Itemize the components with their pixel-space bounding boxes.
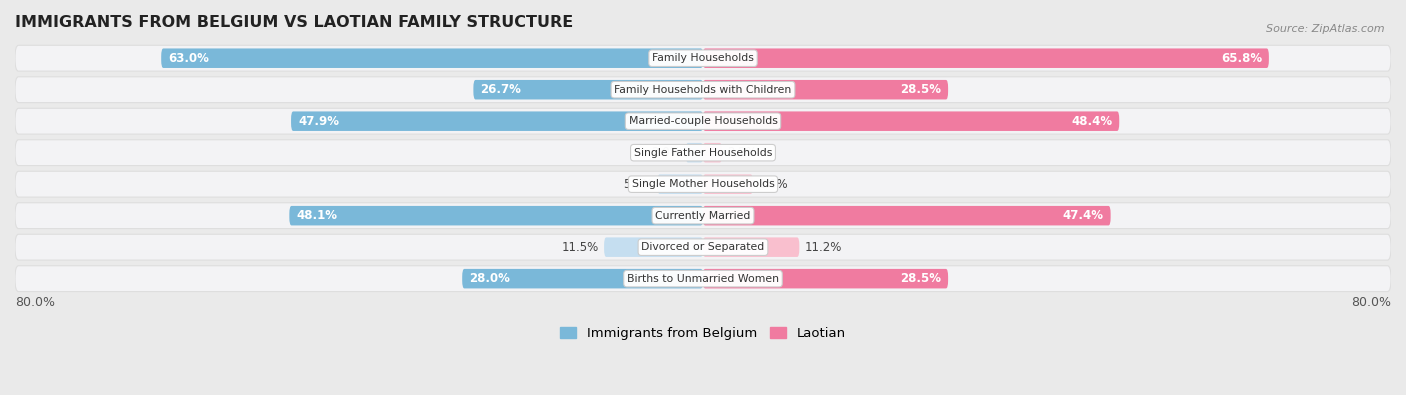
FancyBboxPatch shape xyxy=(474,80,703,100)
FancyBboxPatch shape xyxy=(703,269,948,288)
Text: Births to Unmarried Women: Births to Unmarried Women xyxy=(627,274,779,284)
Text: 80.0%: 80.0% xyxy=(1351,296,1391,309)
Text: 2.0%: 2.0% xyxy=(651,146,681,159)
Text: Family Households with Children: Family Households with Children xyxy=(614,85,792,95)
Text: 48.1%: 48.1% xyxy=(297,209,337,222)
Text: Family Households: Family Households xyxy=(652,53,754,63)
Text: 63.0%: 63.0% xyxy=(169,52,209,65)
FancyBboxPatch shape xyxy=(658,175,703,194)
Text: Single Mother Households: Single Mother Households xyxy=(631,179,775,189)
Text: 28.5%: 28.5% xyxy=(900,272,941,285)
Text: 11.2%: 11.2% xyxy=(804,241,842,254)
Legend: Immigrants from Belgium, Laotian: Immigrants from Belgium, Laotian xyxy=(555,322,851,346)
FancyBboxPatch shape xyxy=(703,143,721,162)
FancyBboxPatch shape xyxy=(15,77,1391,103)
FancyBboxPatch shape xyxy=(15,140,1391,166)
FancyBboxPatch shape xyxy=(703,206,1111,226)
Text: Source: ZipAtlas.com: Source: ZipAtlas.com xyxy=(1267,24,1385,34)
FancyBboxPatch shape xyxy=(15,266,1391,292)
Text: 48.4%: 48.4% xyxy=(1071,115,1112,128)
Text: 2.2%: 2.2% xyxy=(727,146,756,159)
Text: 80.0%: 80.0% xyxy=(15,296,55,309)
FancyBboxPatch shape xyxy=(15,45,1391,71)
Text: 26.7%: 26.7% xyxy=(481,83,522,96)
Text: IMMIGRANTS FROM BELGIUM VS LAOTIAN FAMILY STRUCTURE: IMMIGRANTS FROM BELGIUM VS LAOTIAN FAMIL… xyxy=(15,15,574,30)
Text: Divorced or Separated: Divorced or Separated xyxy=(641,242,765,252)
FancyBboxPatch shape xyxy=(15,234,1391,260)
Text: 11.5%: 11.5% xyxy=(561,241,599,254)
FancyBboxPatch shape xyxy=(703,80,948,100)
FancyBboxPatch shape xyxy=(15,203,1391,229)
FancyBboxPatch shape xyxy=(291,111,703,131)
FancyBboxPatch shape xyxy=(703,49,1268,68)
FancyBboxPatch shape xyxy=(703,175,752,194)
Text: 5.3%: 5.3% xyxy=(623,178,652,191)
Text: 47.4%: 47.4% xyxy=(1063,209,1104,222)
Text: Currently Married: Currently Married xyxy=(655,211,751,221)
FancyBboxPatch shape xyxy=(605,237,703,257)
FancyBboxPatch shape xyxy=(686,143,703,162)
FancyBboxPatch shape xyxy=(162,49,703,68)
FancyBboxPatch shape xyxy=(15,108,1391,134)
FancyBboxPatch shape xyxy=(703,237,800,257)
Text: 28.0%: 28.0% xyxy=(470,272,510,285)
FancyBboxPatch shape xyxy=(703,111,1119,131)
FancyBboxPatch shape xyxy=(290,206,703,226)
Text: 47.9%: 47.9% xyxy=(298,115,339,128)
Text: Single Father Households: Single Father Households xyxy=(634,148,772,158)
Text: Married-couple Households: Married-couple Households xyxy=(628,116,778,126)
Text: 65.8%: 65.8% xyxy=(1220,52,1263,65)
Text: 5.8%: 5.8% xyxy=(758,178,787,191)
FancyBboxPatch shape xyxy=(463,269,703,288)
FancyBboxPatch shape xyxy=(15,171,1391,197)
Text: 28.5%: 28.5% xyxy=(900,83,941,96)
